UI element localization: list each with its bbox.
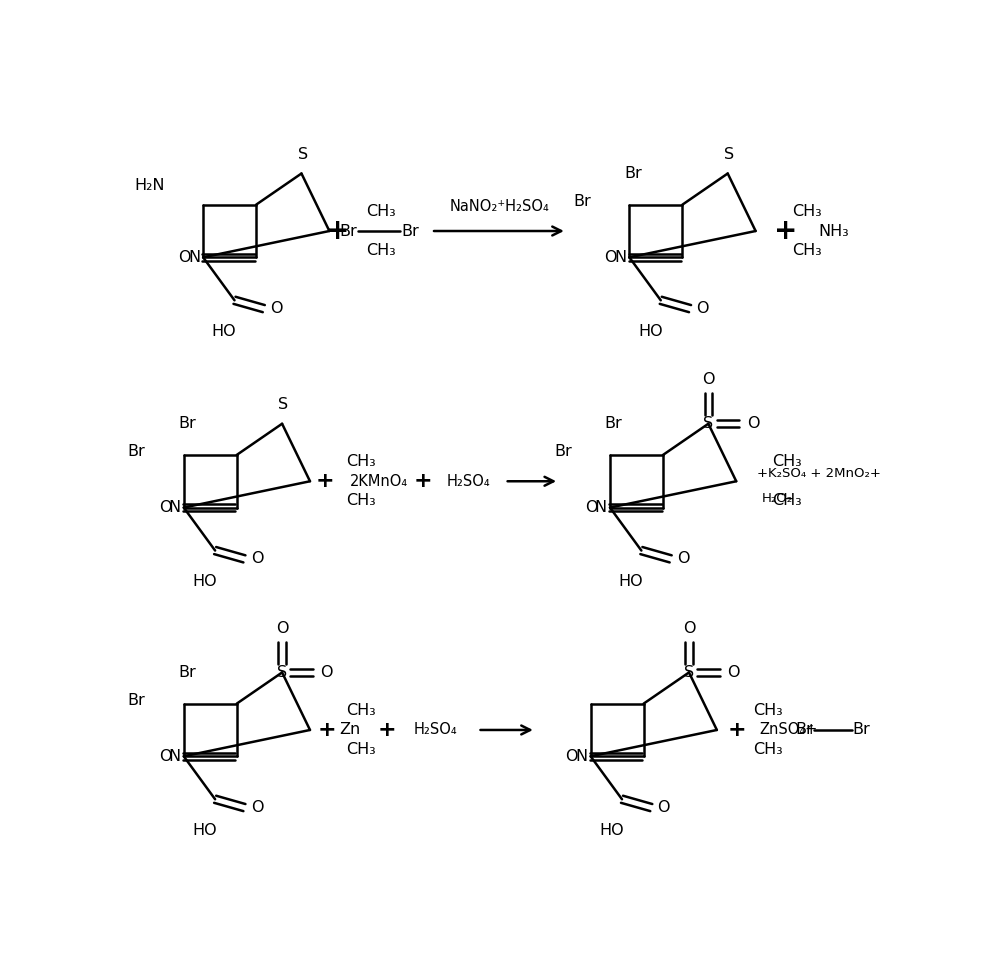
Text: O: O: [702, 372, 715, 387]
Text: CH₃: CH₃: [773, 454, 802, 469]
Text: CH₃: CH₃: [366, 204, 395, 219]
Text: N: N: [614, 250, 626, 265]
Text: O: O: [585, 500, 597, 516]
Text: HO: HO: [192, 575, 217, 589]
Text: CH₃: CH₃: [792, 243, 822, 258]
Text: O: O: [683, 620, 695, 636]
Text: H₂SO₄: H₂SO₄: [413, 723, 457, 737]
Text: O: O: [727, 665, 740, 680]
Text: +: +: [378, 720, 396, 740]
Text: N: N: [188, 250, 200, 265]
Text: ZnSO₄+: ZnSO₄+: [759, 723, 817, 737]
Text: NaNO₂⁺H₂SO₄: NaNO₂⁺H₂SO₄: [449, 199, 549, 214]
Text: NH₃: NH₃: [819, 224, 850, 238]
Text: S: S: [278, 397, 289, 412]
Text: Br: Br: [605, 417, 622, 431]
Text: H₂SO₄: H₂SO₄: [447, 474, 490, 488]
Text: O: O: [566, 749, 578, 764]
Text: O: O: [320, 665, 333, 680]
Text: +: +: [316, 471, 334, 491]
Text: CH₃: CH₃: [753, 742, 783, 757]
Text: Br: Br: [128, 693, 145, 707]
Text: S: S: [277, 665, 287, 680]
Text: +K₂SO₄ + 2MnO₂+: +K₂SO₄ + 2MnO₂+: [757, 467, 881, 480]
Text: Zn: Zn: [339, 723, 360, 737]
Text: CH₃: CH₃: [753, 703, 783, 718]
Text: N: N: [595, 500, 607, 516]
Text: O: O: [159, 749, 171, 764]
Text: O: O: [251, 551, 263, 566]
Text: +: +: [774, 217, 797, 245]
Text: Br: Br: [401, 224, 419, 238]
Text: HO: HO: [599, 823, 624, 838]
Text: S: S: [703, 417, 713, 431]
Text: Br: Br: [340, 224, 358, 238]
Text: Br: Br: [554, 444, 572, 459]
Text: O: O: [747, 417, 759, 431]
Text: S: S: [298, 146, 308, 162]
Text: N: N: [575, 749, 588, 764]
Text: O: O: [677, 551, 689, 566]
Text: +: +: [326, 217, 350, 245]
Text: HO: HO: [192, 823, 217, 838]
Text: N: N: [169, 500, 181, 516]
Text: O: O: [276, 620, 288, 636]
Text: O: O: [696, 301, 709, 316]
Text: Br: Br: [624, 166, 642, 181]
Text: HO: HO: [638, 324, 663, 339]
Text: CH₃: CH₃: [773, 493, 802, 508]
Text: 2KMnO₄: 2KMnO₄: [350, 474, 408, 488]
Text: Br: Br: [853, 723, 870, 737]
Text: CH₃: CH₃: [366, 243, 395, 258]
Text: H₂O₂: H₂O₂: [762, 491, 793, 505]
Text: CH₃: CH₃: [792, 204, 822, 219]
Text: O: O: [270, 301, 283, 316]
Text: +: +: [728, 720, 747, 740]
Text: O: O: [604, 250, 617, 265]
Text: H₂N: H₂N: [134, 177, 165, 193]
Text: CH₃: CH₃: [346, 703, 376, 718]
Text: CH₃: CH₃: [346, 454, 376, 469]
Text: Br: Br: [795, 723, 813, 737]
Text: O: O: [159, 500, 171, 516]
Text: Br: Br: [573, 194, 591, 208]
Text: +: +: [414, 471, 433, 491]
Text: Br: Br: [178, 417, 196, 431]
Text: HO: HO: [619, 575, 643, 589]
Text: Br: Br: [128, 444, 145, 459]
Text: HO: HO: [212, 324, 236, 339]
Text: O: O: [658, 800, 670, 815]
Text: Br: Br: [178, 665, 196, 680]
Text: N: N: [169, 749, 181, 764]
Text: +: +: [317, 720, 336, 740]
Text: O: O: [251, 800, 263, 815]
Text: O: O: [178, 250, 191, 265]
Text: CH₃: CH₃: [346, 742, 376, 757]
Text: CH₃: CH₃: [346, 493, 376, 508]
Text: S: S: [684, 665, 694, 680]
Text: S: S: [724, 146, 734, 162]
